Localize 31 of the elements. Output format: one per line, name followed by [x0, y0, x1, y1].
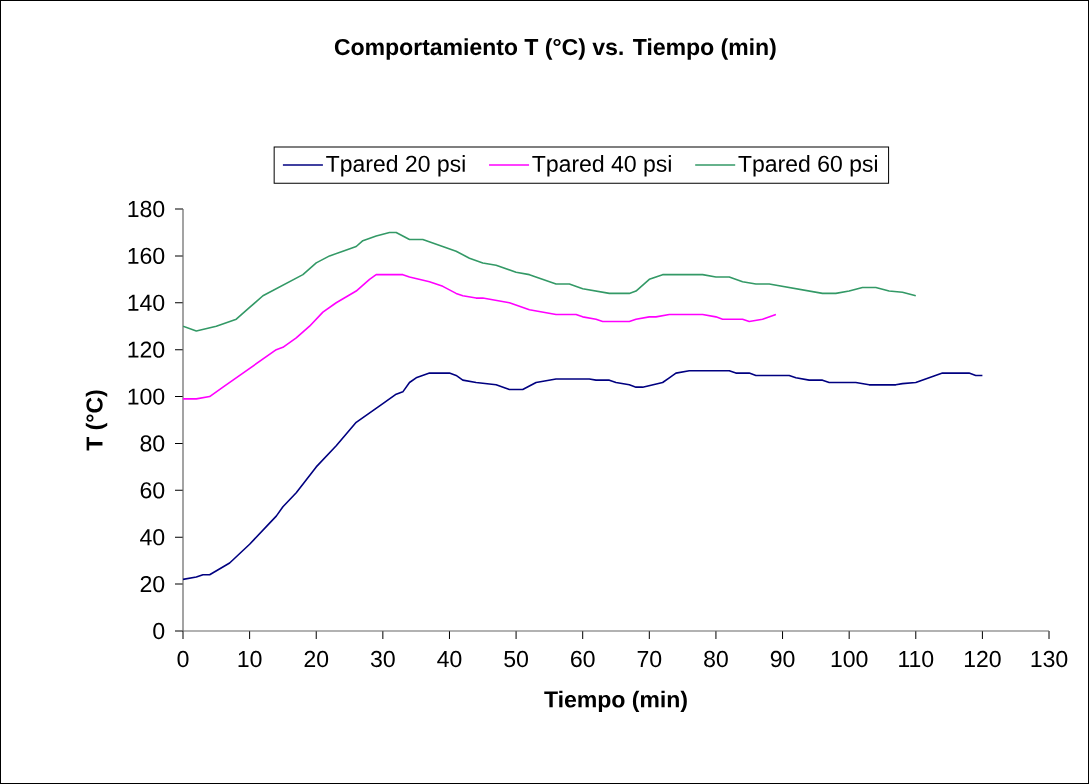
- x-tick-label: 70: [637, 650, 662, 668]
- y-tick-label: 100: [128, 388, 165, 405]
- legend-label: Tpared 20 psi: [326, 155, 465, 177]
- x-tick-label: 60: [571, 650, 595, 668]
- y-tick-label: 160: [128, 247, 165, 265]
- line-series: [183, 369, 984, 581]
- x-tick-label: 0: [177, 650, 189, 668]
- x-tick-label: 10: [238, 650, 262, 668]
- x-tick-label: 80: [704, 650, 728, 668]
- x-axis-title: Tiempo (min): [544, 690, 687, 713]
- x-tick-label: 50: [504, 650, 528, 668]
- x-tick-label: 100: [831, 650, 868, 668]
- x-tick-label: 90: [770, 650, 795, 668]
- y-axis-title: T (°C): [85, 390, 108, 451]
- y-tick-label: 80: [140, 435, 165, 452]
- x-tick-label: 120: [964, 650, 1001, 668]
- y-tick-label: 180: [128, 200, 165, 218]
- legend-label: Tpared 40 psi: [532, 155, 671, 177]
- chart-title: Comportamiento T (°C) vs. Tiempo (min): [334, 38, 776, 60]
- y-tick-label: 60: [140, 482, 165, 499]
- legend-label: Tpared 60 psi: [738, 155, 877, 177]
- x-tick-label: 30: [370, 650, 395, 668]
- x-tick-label: 110: [899, 650, 934, 668]
- y-tick-label: 40: [140, 529, 165, 546]
- x-tick-label: 40: [437, 650, 462, 668]
- y-tick-label: 20: [140, 575, 165, 593]
- y-tick-label: 0: [153, 622, 165, 640]
- y-tick-label: 140: [128, 294, 165, 311]
- y-tick-label: 120: [128, 341, 165, 358]
- x-tick-label: 20: [304, 650, 329, 668]
- x-tick-label: 130: [1031, 650, 1068, 668]
